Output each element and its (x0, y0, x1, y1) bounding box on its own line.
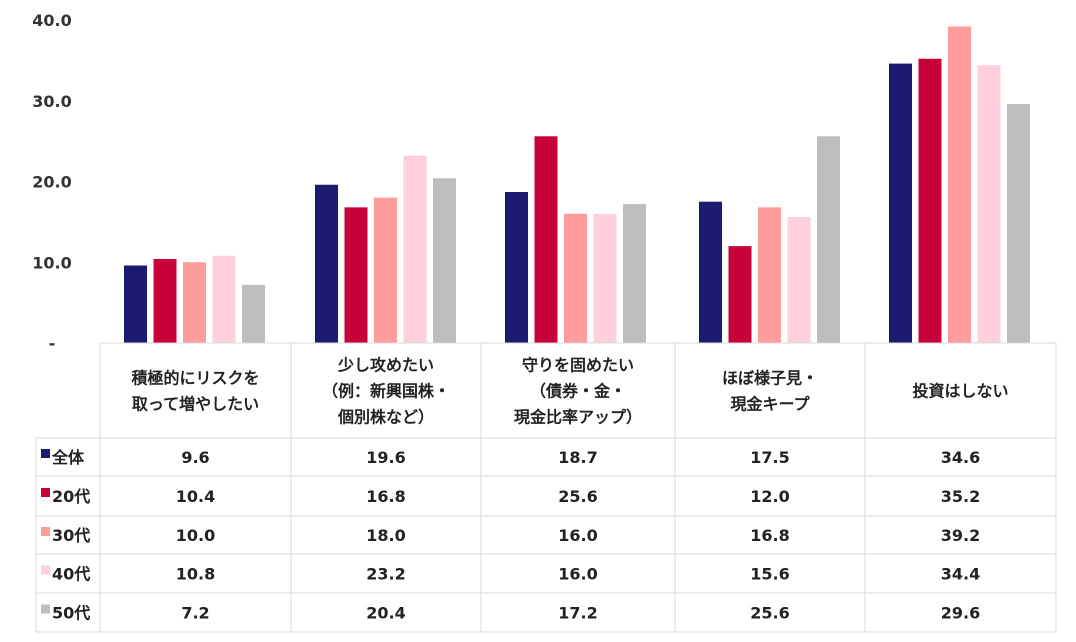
bar (817, 136, 840, 343)
bar (534, 136, 558, 343)
legend-label: 20代 (52, 487, 90, 506)
y-tick-label: 30.0 (32, 92, 71, 111)
data-cell-value: 23.2 (366, 565, 405, 584)
legend-swatch (41, 604, 50, 614)
category-label: 個別株など） (337, 408, 434, 427)
data-cell-value: 18.0 (366, 526, 405, 545)
bar (918, 58, 942, 343)
data-cell-value: 16.8 (366, 487, 405, 506)
category-label: 現金キープ (730, 395, 810, 414)
legend-swatch (41, 449, 50, 458)
bar (948, 26, 971, 344)
legend-label: 30代 (52, 526, 90, 545)
data-cell-value: 16.8 (750, 526, 789, 545)
category-label: 現金比率アップ） (514, 408, 642, 427)
data-cell-value: 19.6 (366, 448, 405, 467)
data-cell-value: 15.6 (750, 565, 789, 584)
data-cell-value: 20.4 (366, 604, 405, 623)
legend-label: 40代 (52, 565, 90, 584)
bar (564, 213, 587, 343)
y-tick-label: 10.0 (32, 253, 71, 272)
bar (344, 207, 368, 343)
bar (153, 259, 177, 343)
bar (433, 178, 456, 343)
bar (623, 204, 646, 343)
bar (699, 201, 722, 343)
y-tick-label: - (49, 334, 56, 353)
data-cell-value: 9.6 (181, 448, 209, 467)
data-cell-value: 35.2 (941, 487, 980, 506)
data-cell-value: 7.2 (181, 604, 209, 623)
data-cell-value: 17.2 (558, 604, 597, 623)
bar (787, 217, 811, 343)
bar (403, 155, 427, 343)
category-label: 守りを固めたい (522, 356, 634, 375)
bar (1007, 103, 1030, 343)
data-cell-value: 34.6 (941, 448, 980, 467)
legend-label: 全体 (51, 448, 85, 467)
bar (977, 65, 1001, 343)
data-cell-value: 25.6 (558, 487, 597, 506)
y-tick-label: 40.0 (32, 11, 71, 30)
category-label: 投資はしない (912, 382, 1008, 401)
bar (374, 197, 397, 343)
legend-swatch (41, 565, 50, 575)
bar (124, 265, 147, 343)
data-cell-value: 18.7 (558, 448, 597, 467)
bar (242, 284, 265, 343)
category-label: 少し攻めたい (337, 356, 434, 375)
data-cell-value: 16.0 (558, 526, 597, 545)
category-label: 積極的にリスクを (130, 369, 259, 388)
data-cell-value: 29.6 (941, 604, 980, 623)
y-tick-label: 20.0 (32, 173, 71, 192)
bar (889, 63, 912, 343)
bar (505, 191, 528, 343)
bar (315, 184, 338, 343)
legend-swatch (41, 527, 50, 536)
bar (593, 213, 617, 343)
legend-label: 50代 (52, 604, 90, 623)
data-cell-value: 17.5 (750, 448, 789, 467)
bar (728, 246, 752, 343)
legend-swatch (41, 488, 50, 497)
category-label: （債券・金・ (530, 382, 626, 401)
data-cell-value: 25.6 (750, 604, 789, 623)
data-cell-value: 34.4 (941, 565, 980, 584)
data-cell-value: 12.0 (750, 487, 789, 506)
bar (758, 207, 781, 343)
bar (183, 262, 206, 343)
category-label: ほぼ様子見・ (722, 369, 818, 388)
category-label: 取って増やしたい (132, 395, 259, 414)
data-cell-value: 10.0 (176, 526, 215, 545)
category-label: （例：新興国株・ (322, 382, 450, 401)
data-cell-value: 16.0 (558, 565, 597, 584)
data-cell-value: 10.4 (176, 487, 215, 506)
bar (212, 255, 236, 343)
data-cell-value: 10.8 (176, 565, 215, 584)
data-cell-value: 39.2 (941, 526, 980, 545)
